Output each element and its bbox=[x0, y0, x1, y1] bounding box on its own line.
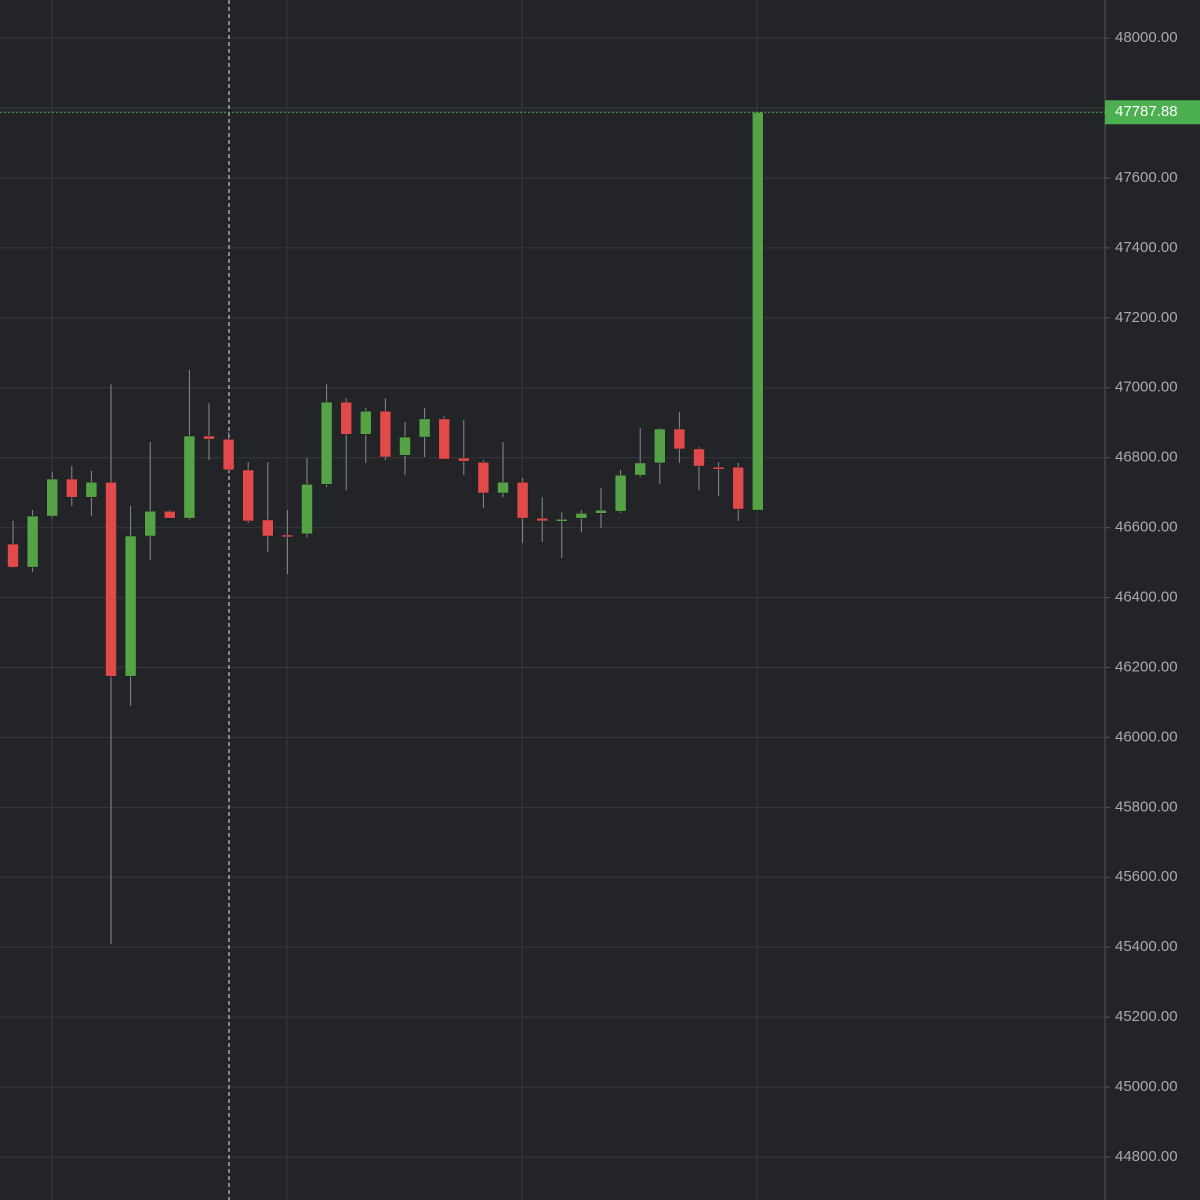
candle-body bbox=[301, 484, 313, 535]
candle-body bbox=[340, 401, 352, 435]
candle-body bbox=[7, 543, 19, 568]
candle-body bbox=[203, 435, 215, 440]
candle-body bbox=[360, 410, 372, 435]
candle-body bbox=[438, 418, 450, 460]
candle-body bbox=[262, 519, 274, 537]
candle-body bbox=[477, 461, 490, 494]
candle-body bbox=[124, 535, 137, 677]
last-price-box bbox=[1105, 100, 1200, 125]
candle-body bbox=[575, 513, 588, 519]
candle-body bbox=[418, 418, 431, 438]
candle-body bbox=[536, 517, 548, 522]
candle-body bbox=[516, 481, 529, 519]
y-tick-label: 46000.00 bbox=[1115, 728, 1178, 745]
candle-body bbox=[26, 515, 39, 568]
y-tick-label: 47600.00 bbox=[1115, 169, 1178, 186]
candle-body bbox=[634, 462, 646, 476]
y-tick-label: 48000.00 bbox=[1115, 29, 1178, 46]
candle-body bbox=[595, 509, 607, 514]
y-tick-label: 46400.00 bbox=[1115, 589, 1178, 606]
y-tick-label: 45600.00 bbox=[1115, 868, 1178, 885]
y-tick-label: 44800.00 bbox=[1115, 1148, 1178, 1165]
candle-body bbox=[85, 481, 98, 498]
last-price-label: 47787.88 bbox=[1115, 103, 1178, 120]
candle-body bbox=[399, 436, 411, 456]
y-tick-label: 47000.00 bbox=[1115, 379, 1178, 396]
y-tick-label: 47400.00 bbox=[1115, 239, 1178, 256]
candle-body bbox=[281, 534, 294, 538]
candle-body bbox=[732, 466, 744, 510]
candle-body bbox=[164, 510, 176, 519]
candle-body bbox=[614, 474, 627, 512]
candle-body bbox=[105, 481, 117, 677]
candle-body bbox=[183, 435, 196, 519]
y-tick-label: 46600.00 bbox=[1115, 519, 1178, 536]
candle-body bbox=[46, 478, 58, 517]
y-tick-label: 45800.00 bbox=[1115, 798, 1178, 815]
candle-body bbox=[458, 457, 470, 462]
y-tick-label: 45400.00 bbox=[1115, 938, 1178, 955]
y-tick-label: 45200.00 bbox=[1115, 1008, 1178, 1025]
candle-body bbox=[320, 401, 333, 485]
candle-body bbox=[693, 448, 705, 467]
candle-body bbox=[712, 466, 725, 470]
y-tick-label: 46200.00 bbox=[1115, 658, 1178, 675]
y-tick-label: 47200.00 bbox=[1115, 309, 1178, 326]
candle-body bbox=[673, 428, 686, 450]
candle-body bbox=[242, 469, 254, 522]
candle-body bbox=[222, 438, 235, 471]
candle-body bbox=[497, 481, 509, 494]
candle-body bbox=[66, 478, 78, 498]
candle-body bbox=[752, 112, 764, 511]
candle-body bbox=[379, 410, 392, 458]
candle-body bbox=[556, 518, 568, 522]
candle-body bbox=[144, 510, 156, 537]
y-tick-label: 45000.00 bbox=[1115, 1078, 1178, 1095]
candle-body bbox=[654, 428, 666, 464]
y-tick-label: 46800.00 bbox=[1115, 449, 1178, 466]
